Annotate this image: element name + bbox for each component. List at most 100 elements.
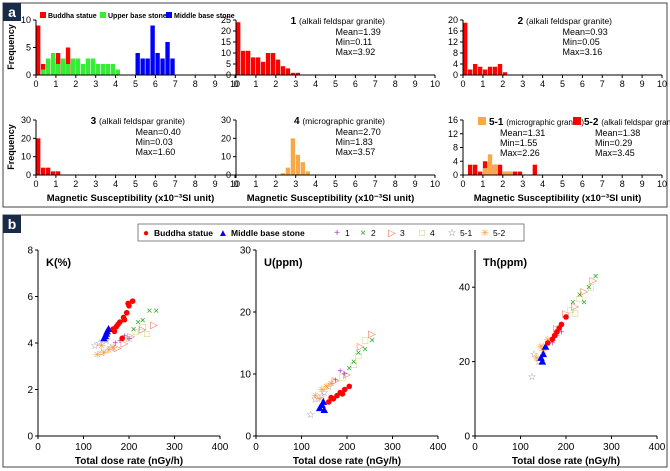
stat-line: Mean=0.93 <box>563 27 608 37</box>
x-tick-label: 8 <box>620 79 625 89</box>
bar-a5 <box>290 138 296 175</box>
x-axis-label: Total dose rate (nGy/h) <box>75 456 183 467</box>
stat-line: Max=3.57 <box>336 147 376 157</box>
x-tick-label: 5 <box>560 179 565 189</box>
legend-label: 4 <box>430 228 435 238</box>
point-group-3: ▷ <box>589 275 597 286</box>
x-tick-label: 8 <box>193 79 198 89</box>
bar-a2 <box>245 50 251 75</box>
x-tick-label: 3 <box>293 179 298 189</box>
bar-a2 <box>280 66 286 75</box>
bar-a3 <box>487 66 493 75</box>
bar-a2 <box>275 59 281 75</box>
y-tick-label: 0 <box>26 170 31 180</box>
point-buddha-statue <box>328 394 334 401</box>
bar-a6 <box>467 164 473 175</box>
point-group-5-1: ☆ <box>90 341 99 352</box>
x-tick-label: 10 <box>230 179 240 189</box>
point-group-2: × <box>355 348 361 359</box>
stat-line: Max=3.16 <box>563 47 603 57</box>
x-tick-label: 100 <box>293 442 310 453</box>
point-group-1: + <box>126 334 132 345</box>
point-group-3: ▷ <box>139 325 147 336</box>
point-group-4: □ <box>572 309 578 320</box>
legend-label: Middle base stone <box>231 228 305 238</box>
x-tick-label: 1 <box>53 79 58 89</box>
x-tick-label: 6 <box>353 179 358 189</box>
x-tick-label: 10 <box>657 179 667 189</box>
bar-a2 <box>270 53 276 75</box>
legend-label: 5-1 (micrographic granite) <box>489 117 584 128</box>
x-tick-label: 100 <box>512 442 529 453</box>
x-tick-label: 3 <box>93 179 98 189</box>
point-group-2: × <box>577 290 583 301</box>
point-group-1: + <box>333 376 339 387</box>
x-tick-label: 3 <box>293 79 298 89</box>
bar-a3 <box>463 22 468 75</box>
x-tick-label: 9 <box>213 79 218 89</box>
point-group-2: × <box>369 335 375 346</box>
point-group-1: + <box>342 370 348 381</box>
point-group-2: × <box>147 306 153 317</box>
scatter-b1: 0 100 200 300 400 0 2 4 6 8 Total dose rate (nGy/h… <box>27 246 228 468</box>
stat-line: Max=3.45 <box>595 148 635 158</box>
x-tick-label: 2 <box>73 179 78 189</box>
bar-a4 <box>55 171 61 175</box>
panel-a-label: a <box>8 4 16 20</box>
stat-line: Mean=2.70 <box>336 127 381 137</box>
x-tick-label: 200 <box>121 442 138 453</box>
bar-a2 <box>265 53 271 75</box>
point-group-2: × <box>586 283 592 294</box>
legend-label: Middle base stone <box>174 13 235 20</box>
x-tick-label: 200 <box>558 442 575 453</box>
stat-line: Min=0.05 <box>563 37 600 47</box>
x-tick-label: 3 <box>93 79 98 89</box>
x-tick-label: 0 <box>33 79 38 89</box>
x-tick-label: 1 <box>480 79 485 89</box>
bar-a1 <box>155 53 160 75</box>
x-axis-label: Magnetic Susceptibility (x10⁻³SI unit) <box>47 193 215 204</box>
bar-a3 <box>467 69 473 75</box>
x-tick-label: 4 <box>540 79 545 89</box>
x-tick-label: 0 <box>35 442 41 453</box>
x-tick-label: 6 <box>153 79 158 89</box>
bar-a1 <box>105 64 111 75</box>
bar-a6 <box>472 164 478 175</box>
y-tick-label: 0 <box>226 70 231 80</box>
legend-label: 5-2 (alkali feldspar granite) <box>584 117 670 128</box>
point-buddha-statue <box>121 316 128 323</box>
x-tick-label: 6 <box>580 179 585 189</box>
point-group-3: ▷ <box>127 332 135 343</box>
bar-a1 <box>45 58 51 75</box>
x-tick-label: 4 <box>540 179 545 189</box>
stat-line: Min=1.55 <box>500 138 537 148</box>
panel-a-frame <box>2 2 668 208</box>
point-group-5-1: ☆ <box>320 388 329 399</box>
scatter-title: K(%) <box>46 257 71 269</box>
x-tick-label: 10 <box>230 79 240 89</box>
y-tick-label: 10 <box>21 152 31 162</box>
x-tick-label: 2 <box>73 79 78 89</box>
point-buddha-statue <box>339 391 346 397</box>
x-tick-label: 8 <box>393 179 398 189</box>
point-group-5-1: ☆ <box>106 343 115 354</box>
bar-a1 <box>65 47 71 75</box>
scatter-title: U(ppm) <box>264 257 303 269</box>
point-group-2: × <box>351 357 357 368</box>
point-group-3: ▷ <box>121 339 129 350</box>
x-tick-label: 1 <box>480 179 485 189</box>
x-tick-label: 3 <box>520 179 525 189</box>
legend-marker: × <box>360 228 366 239</box>
y-tick-label: 20 <box>221 133 231 143</box>
bar-a1 <box>150 25 155 75</box>
bar-a6 <box>487 154 493 175</box>
y-axis-label: Frequency <box>6 124 16 170</box>
scatter-legend: ● Buddha statue ▲ Middle base stone +1 × 2 ▷ 3 □ 4… <box>137 223 525 242</box>
stat-line: Max=2.26 <box>500 148 540 158</box>
stat-line: Max=3.92 <box>336 47 376 57</box>
x-tick-label: 5 <box>333 79 338 89</box>
x-tick-label: 7 <box>373 179 378 189</box>
